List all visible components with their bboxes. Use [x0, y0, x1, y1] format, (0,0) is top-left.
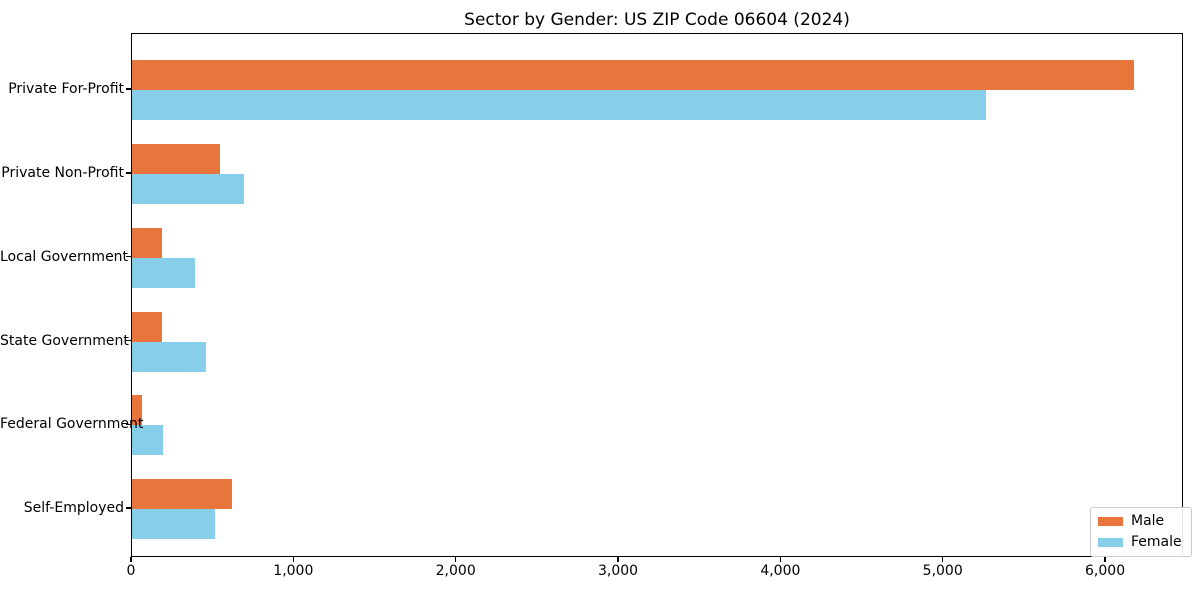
y-axis-label: State Government: [0, 332, 129, 349]
x-axis-label: 6,000: [1085, 563, 1126, 579]
y-axis-label: Private Non-Profit: [1, 164, 124, 181]
y-tick: [126, 423, 131, 426]
x-axis-label: 1,000: [273, 563, 314, 579]
x-axis-label: 2,000: [435, 563, 476, 579]
x-tick: [779, 557, 782, 562]
x-axis-label: 3,000: [597, 563, 639, 579]
x-tick: [617, 557, 619, 562]
x-tick: [941, 557, 944, 562]
x-axis-label: 0: [126, 563, 136, 579]
legend-label: Male: [1131, 513, 1165, 529]
x-axis-label: 4,000: [760, 563, 801, 579]
y-tick: [126, 255, 131, 258]
bar-female-5: [132, 425, 163, 456]
bar-male-1: [132, 60, 1134, 90]
y-axis-label: Self-Employed: [23, 500, 124, 517]
x-axis-label: 5,000: [922, 563, 963, 579]
y-tick: [126, 172, 131, 174]
legend: Male Female: [1090, 507, 1192, 557]
legend-item-female: Female: [1098, 534, 1182, 551]
bar-male-2: [132, 143, 221, 174]
legend-swatch-female: [1098, 538, 1123, 547]
y-tick: [126, 339, 131, 342]
bar-female-1: [132, 90, 986, 120]
legend-label: Female: [1131, 534, 1182, 550]
y-axis-label: Local Government: [0, 248, 129, 265]
y-tick: [126, 507, 131, 509]
bar-male-3: [132, 227, 163, 258]
bar-male-4: [132, 311, 163, 342]
bar-female-2: [132, 173, 245, 204]
bar-female-3: [132, 257, 196, 288]
chart-title: Sector by Gender: US ZIP Code 06604 (202…: [464, 10, 850, 30]
bar-female-4: [132, 341, 206, 372]
plot-area: [131, 33, 1183, 557]
y-axis-label: Federal Government: [0, 416, 144, 433]
x-tick: [292, 557, 295, 562]
y-tick: [126, 88, 131, 90]
x-tick: [130, 557, 132, 562]
bar-female-6: [132, 509, 215, 540]
legend-item-male: Male: [1098, 513, 1182, 530]
bar-male-5: [132, 395, 142, 426]
y-axis-label: Private For-Profit: [8, 81, 124, 97]
bar-male-6: [132, 479, 232, 510]
x-tick: [454, 557, 457, 562]
x-tick: [1104, 557, 1106, 562]
legend-swatch-male: [1098, 517, 1123, 526]
